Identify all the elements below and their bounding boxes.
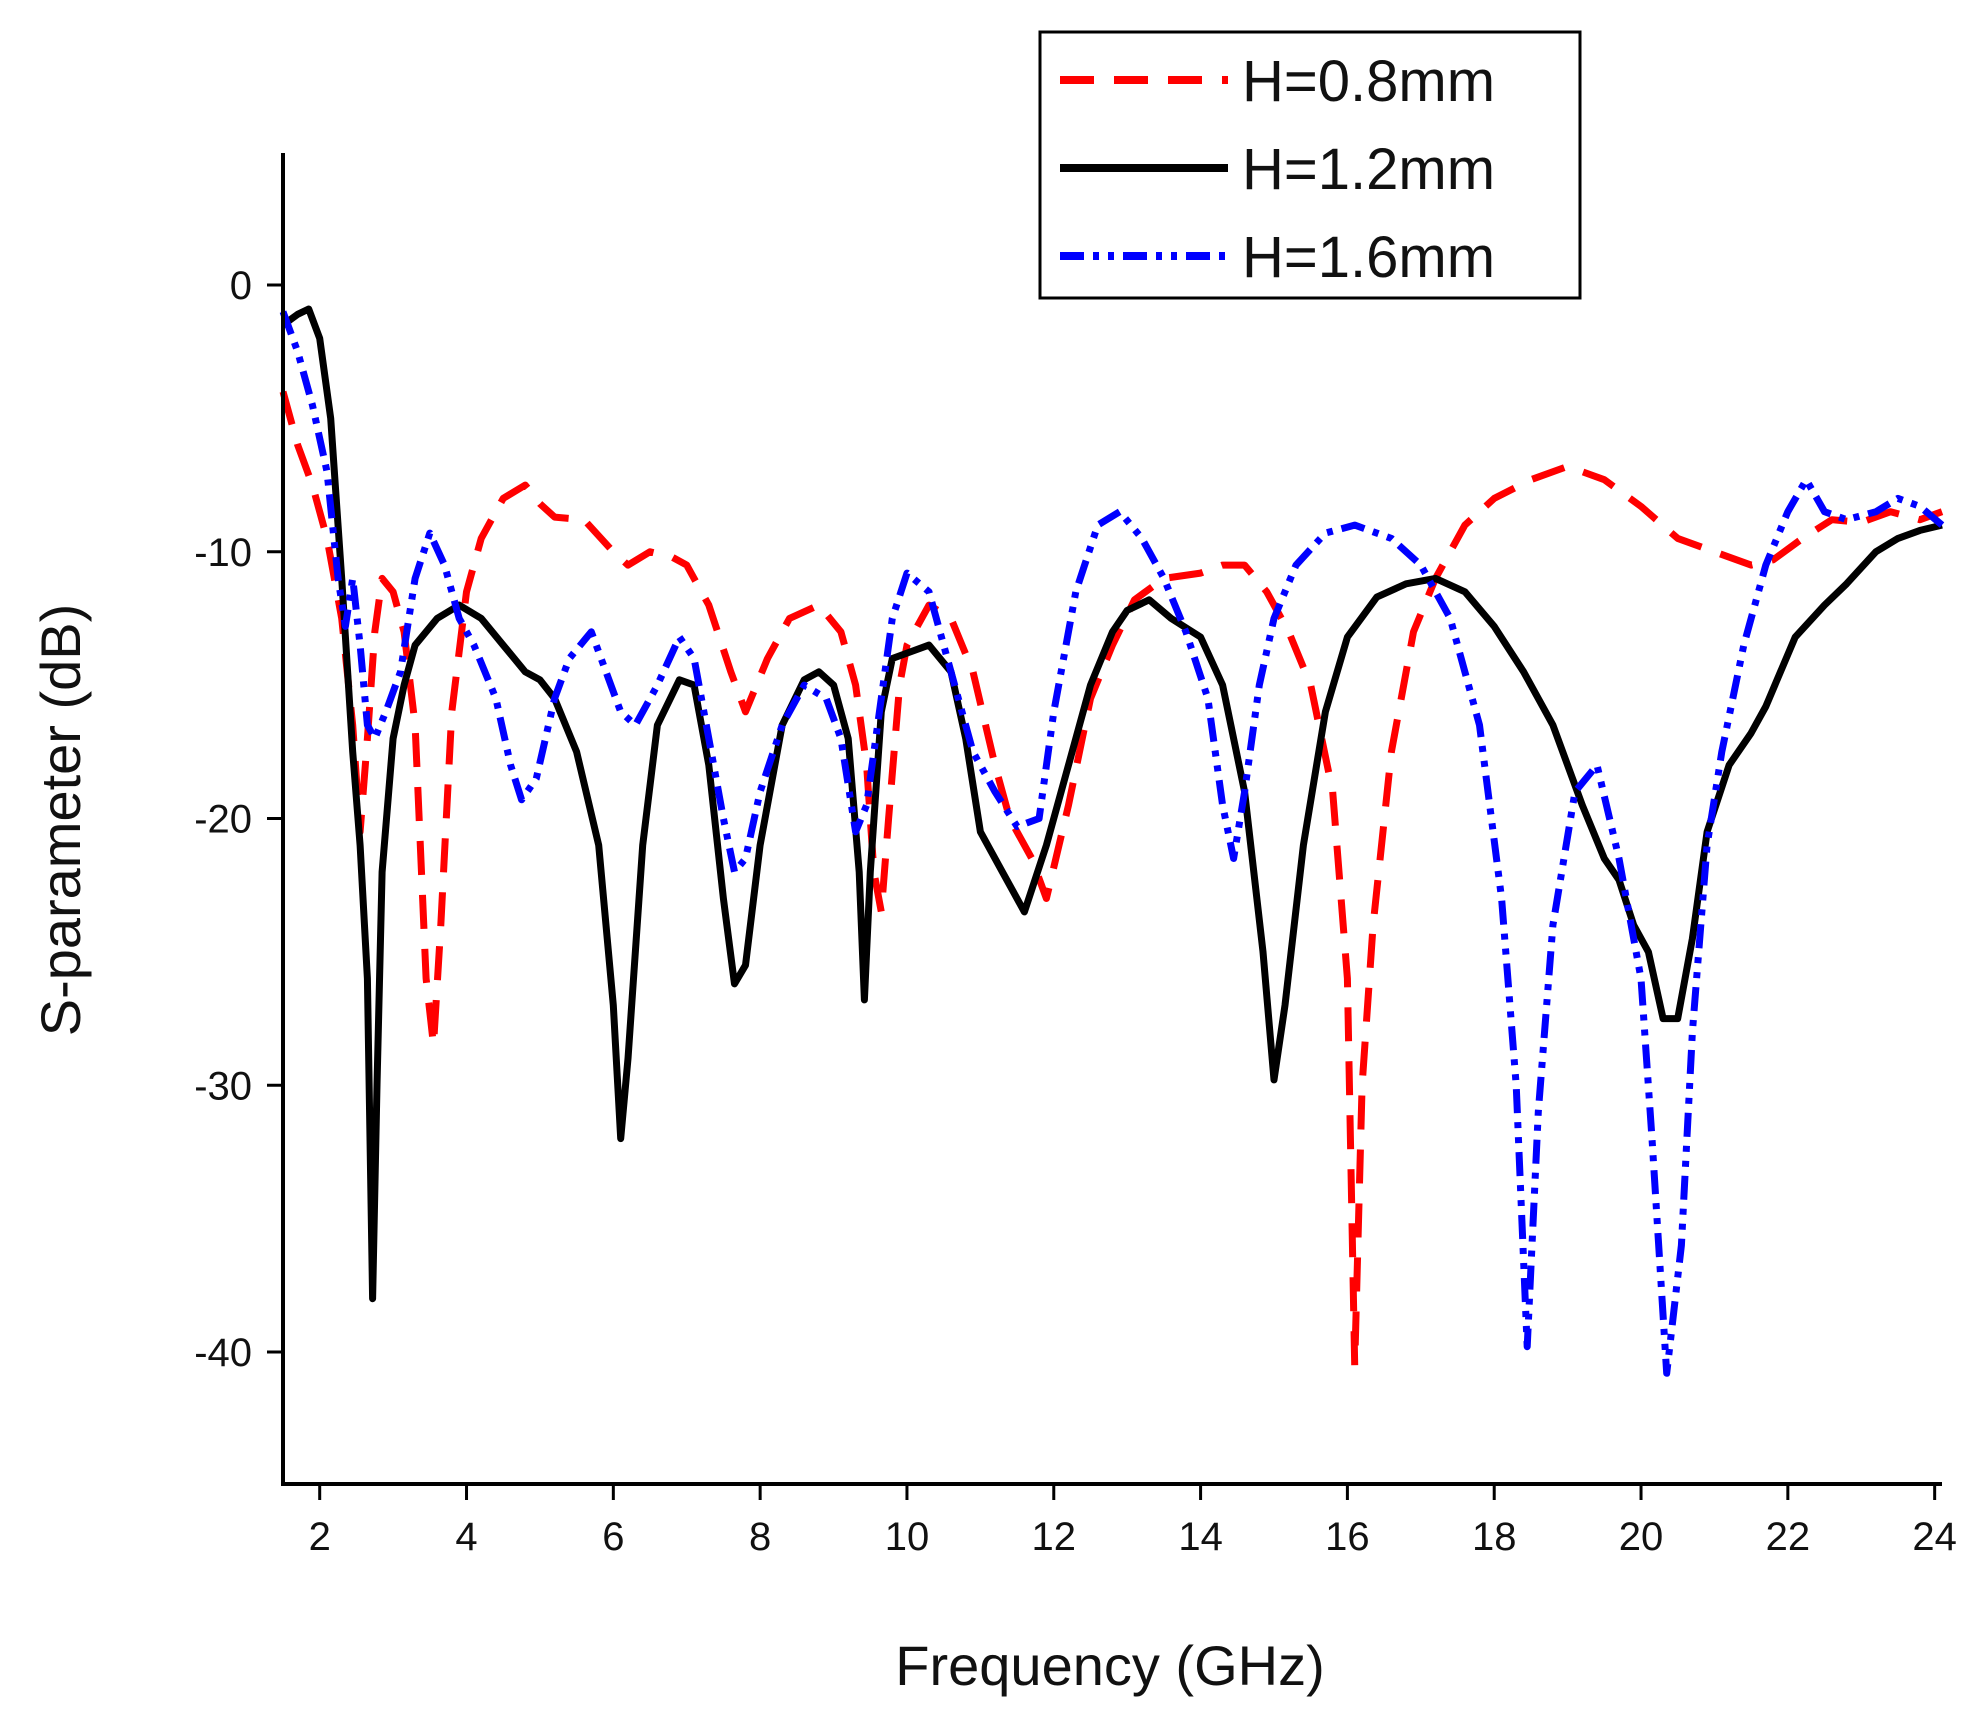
- y-tick-label: -40: [194, 1331, 252, 1375]
- x-tick-label: 22: [1766, 1515, 1811, 1559]
- y-tick-label: -20: [194, 798, 252, 842]
- x-tick-label: 18: [1472, 1515, 1517, 1559]
- series-line-h16mm: [279, 310, 1945, 1377]
- x-tick-label: 4: [455, 1515, 477, 1559]
- legend-label-h08: H=0.8mm: [1242, 49, 1495, 114]
- y-tick-label: -10: [194, 531, 252, 575]
- x-tick-label: 2: [309, 1515, 331, 1559]
- y-tick-label: 0: [230, 264, 252, 308]
- series-layer: [279, 305, 1945, 1377]
- x-tick-label: 10: [885, 1515, 930, 1559]
- x-tick-label: 6: [602, 1515, 624, 1559]
- x-tick-label: 8: [749, 1515, 771, 1559]
- legend-label-h16: H=1.6mm: [1242, 225, 1495, 290]
- x-ticks: 2 4 6 8 10 12 14 16 18 20 22 24: [309, 1484, 1957, 1559]
- x-tick-label: 16: [1325, 1515, 1370, 1559]
- x-tick-label: 14: [1178, 1515, 1223, 1559]
- x-tick-label: 24: [1912, 1515, 1957, 1559]
- y-axis-title: S-parameter (dB): [29, 604, 92, 1037]
- x-axis-title: Frequency (GHz): [895, 1634, 1324, 1697]
- legend: H=0.8mm H=1.2mm H=1.6mm: [1038, 30, 1582, 300]
- x-tick-label: 20: [1619, 1515, 1664, 1559]
- series-line-h08mm: [279, 390, 1944, 1369]
- x-tick-label: 12: [1032, 1515, 1077, 1559]
- y-tick-label: -30: [194, 1064, 252, 1108]
- y-ticks: 0 -10 -20 -30 -40: [194, 264, 283, 1375]
- legend-label-h12: H=1.2mm: [1242, 137, 1495, 202]
